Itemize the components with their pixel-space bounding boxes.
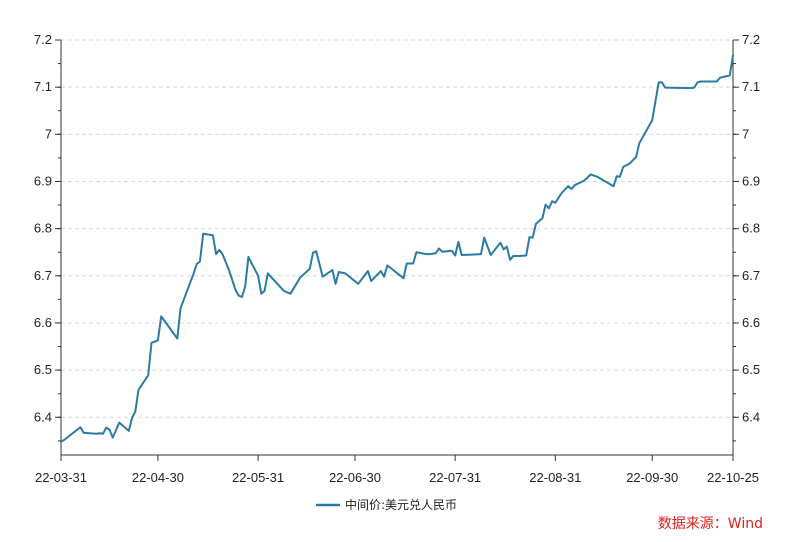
y-ticks-left: 6.4 6.5 6.6 6.7 6.8 6.9 7 7.1 7.2 <box>34 32 61 442</box>
y-tick-label-right: 6.7 <box>742 268 760 283</box>
y-tick-label-left: 6.5 <box>34 362 52 377</box>
y-tick-label-right: 6.6 <box>742 315 760 330</box>
y-tick-label-left: 6.7 <box>34 268 52 283</box>
x-tick-label: 22-09-30 <box>626 470 678 485</box>
y-tick-label-right: 6.9 <box>742 173 760 188</box>
x-tick-label: 22-06-30 <box>329 470 381 485</box>
gridlines <box>61 39 733 418</box>
y-tick-label-right: 6.4 <box>742 409 760 424</box>
y-tick-label-left: 6.9 <box>34 173 52 188</box>
y-tick-label-left: 7.2 <box>34 32 52 47</box>
y-tick-label-right: 6.8 <box>742 221 760 236</box>
y-tick-label-right: 7.2 <box>742 32 760 47</box>
x-tick-label: 22-05-31 <box>232 470 284 485</box>
y-tick-label-left: 6.4 <box>34 409 52 424</box>
y-tick-label-right: 7 <box>742 126 749 141</box>
series-group <box>60 54 734 443</box>
y-tick-label-left: 7 <box>45 126 52 141</box>
y-tick-label-left: 6.8 <box>34 221 52 236</box>
data-source-note: 数据来源：Wind <box>658 516 763 532</box>
x-tick-label: 22-08-31 <box>529 470 581 485</box>
y-tick-label-right: 6.5 <box>742 362 760 377</box>
y-tick-label-left: 6.6 <box>34 315 52 330</box>
axes <box>60 40 734 456</box>
legend: 中间价:美元兑人民币 <box>316 497 457 512</box>
y-tick-label-right: 7.1 <box>742 79 760 94</box>
legend-label: 中间价:美元兑人民币 <box>345 497 457 512</box>
series-line-usd-cny <box>60 54 734 443</box>
y-ticks-right: 6.4 6.5 6.6 6.7 6.8 6.9 7 7.1 7.2 <box>733 32 760 442</box>
x-tick-label: 22-04-30 <box>132 470 184 485</box>
y-tick-label-left: 7.1 <box>34 79 52 94</box>
x-ticks: 22-03-31 22-04-30 22-05-31 22-06-30 22-07-31… <box>35 455 759 485</box>
x-tick-label: 22-10-25 <box>707 470 759 485</box>
x-tick-label: 22-07-31 <box>429 470 481 485</box>
x-tick-label: 22-03-31 <box>35 470 87 485</box>
